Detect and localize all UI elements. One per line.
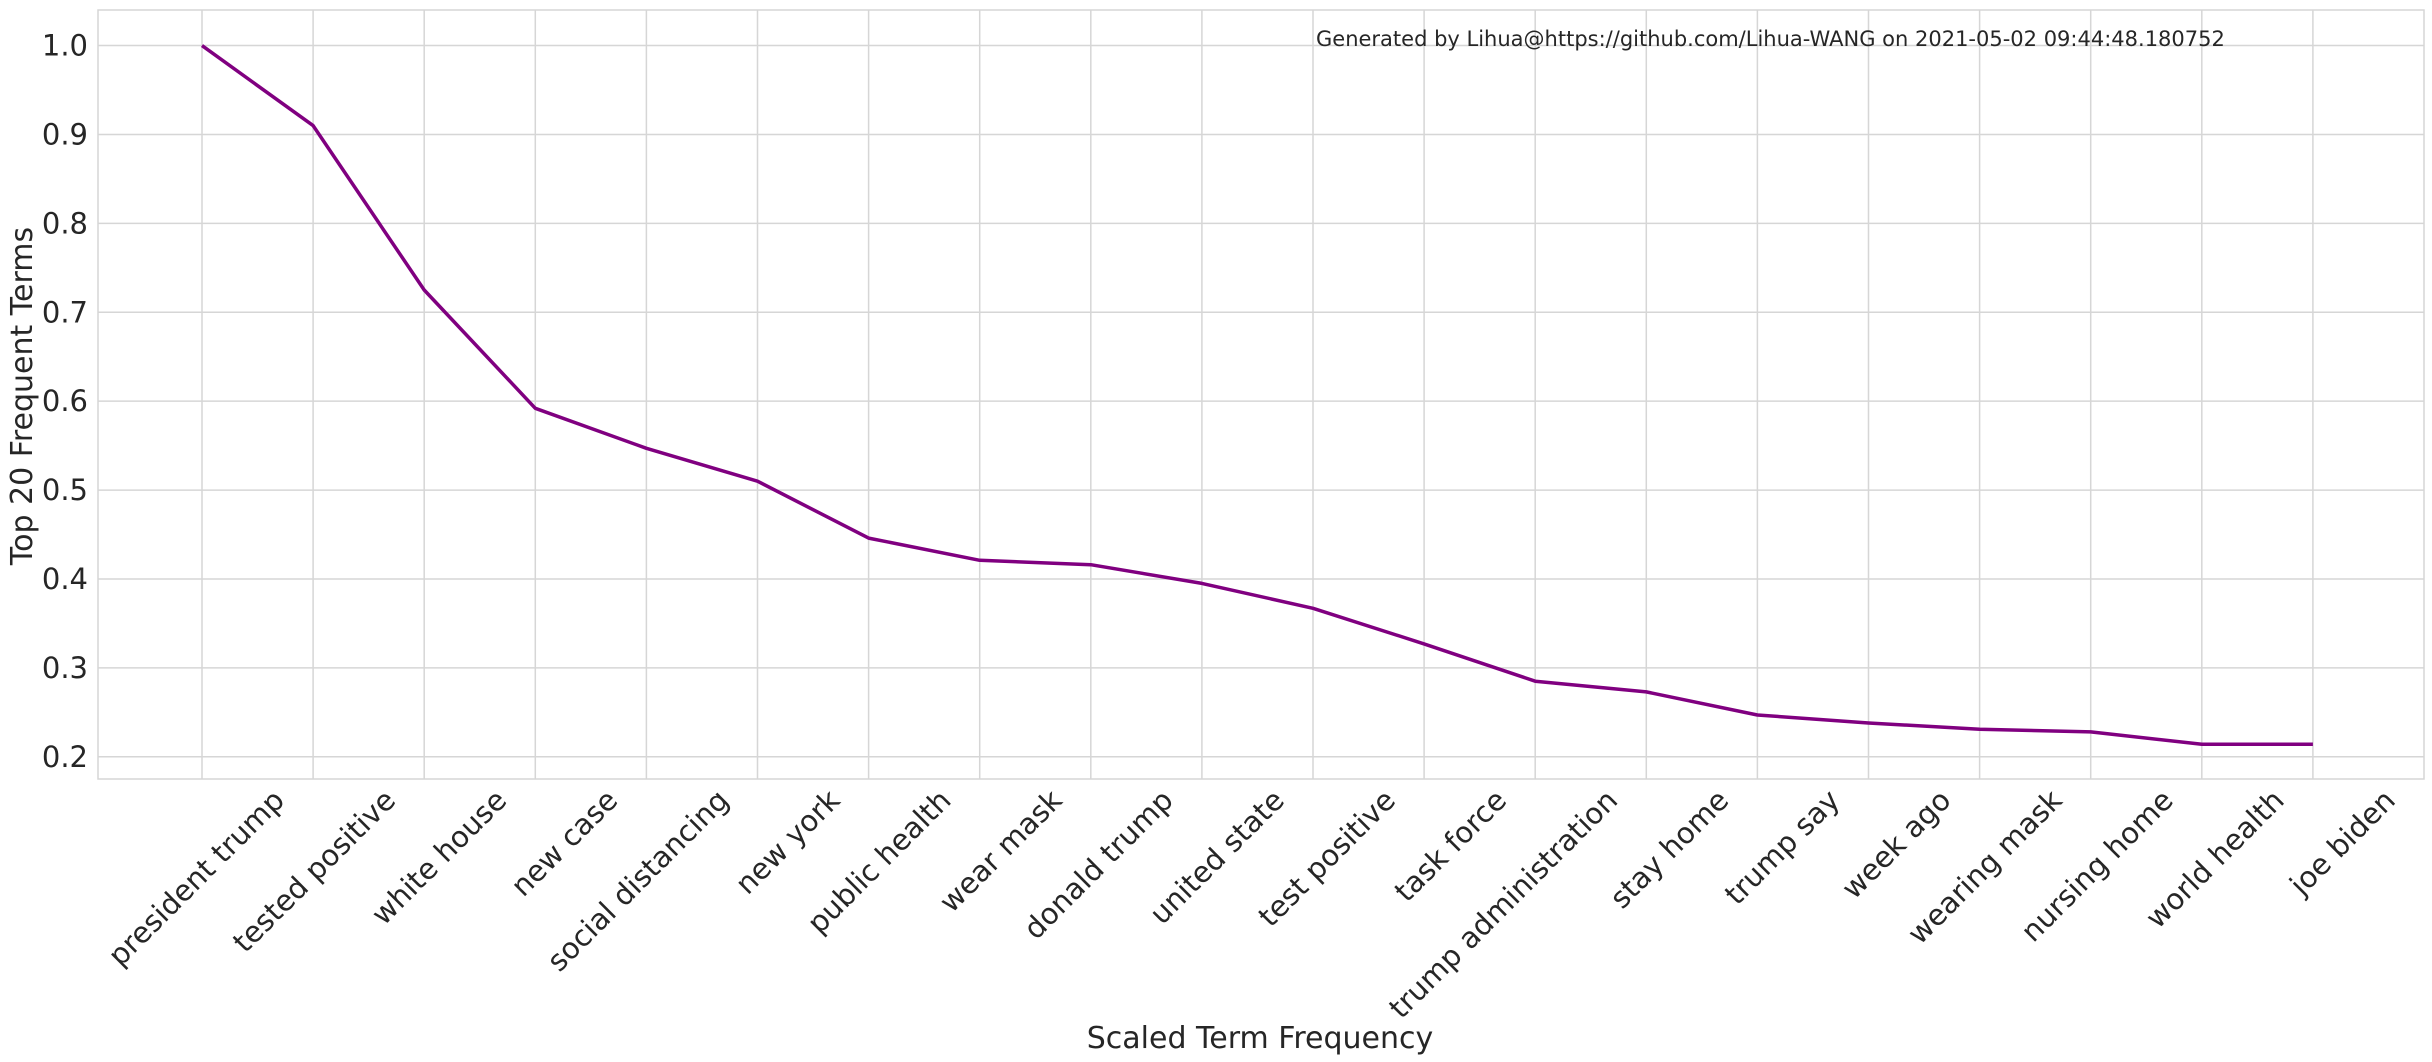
y-tick-label: 0.8 xyxy=(42,206,88,240)
series-layer xyxy=(200,44,2313,747)
y-tick-label: 0.6 xyxy=(42,384,88,418)
x-tick-label: joe biden xyxy=(2282,783,2401,902)
y-tick-label: 0.3 xyxy=(42,651,88,685)
plot-frame xyxy=(97,9,2425,780)
grid xyxy=(98,10,2424,779)
y-tick-label: 0.4 xyxy=(42,562,88,596)
y-tick-label: 0.2 xyxy=(42,740,88,774)
y-tick-labels: 0.2 0.3 0.4 0.5 0.6 0.7 0.8 0.9 1.0 xyxy=(42,29,88,774)
x-tick-label: new york xyxy=(729,783,847,901)
y-tick-label: 1.0 xyxy=(42,29,88,63)
y-tick-label: 0.9 xyxy=(42,117,88,151)
x-tick-label: new case xyxy=(504,783,624,903)
y-tick-label: 0.7 xyxy=(42,295,88,329)
x-axis-label: Scaled Term Frequency xyxy=(1087,1021,1434,1056)
series-line xyxy=(200,44,2313,747)
y-tick-label: 0.5 xyxy=(42,473,88,507)
x-tick-label: stay home xyxy=(1603,783,1735,915)
x-tick-label: trump say xyxy=(1718,783,1846,911)
x-tick-label: trump administration xyxy=(1382,783,1624,1025)
y-axis-label: Top 20 Frequent Terms xyxy=(5,227,40,566)
chart-annotation: Generated by Lihua@https://github.com/Li… xyxy=(1316,27,2225,51)
